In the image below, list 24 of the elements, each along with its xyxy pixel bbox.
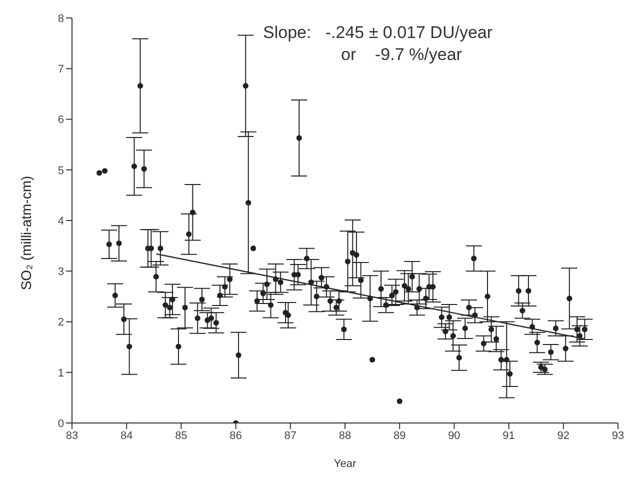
y-tick-label: 5 <box>58 164 64 177</box>
x-axis-title: Year <box>334 458 356 470</box>
x-tick-label: 87 <box>284 430 297 442</box>
y-axis-title: SO₂ (milli-atm-cm) <box>18 176 34 290</box>
y-tick-label: 0 <box>58 418 64 430</box>
x-tick-label: 90 <box>448 430 460 442</box>
annotation: or -9.7 %/year <box>340 44 463 66</box>
x-tick-label: 86 <box>230 430 242 442</box>
y-tick-label: 8 <box>58 12 64 25</box>
y-tick-label: 6 <box>58 114 64 126</box>
x-tick-label: 85 <box>175 430 188 442</box>
annotation: Slope: -.245 ± 0.017 DU/year <box>263 22 493 44</box>
x-tick-label: 88 <box>338 430 352 442</box>
x-tick-label: 84 <box>120 430 133 442</box>
y-tick-label: 3 <box>58 266 64 278</box>
y-tick-label: 4 <box>58 215 64 228</box>
x-tick-label: 89 <box>393 430 406 442</box>
x-tick-label: 92 <box>557 430 570 442</box>
x-tick-label: 91 <box>502 430 515 442</box>
y-tick-label: 1 <box>58 367 64 380</box>
y-tick-label: 2 <box>58 316 64 329</box>
y-tick-label: 7 <box>58 64 64 76</box>
x-tick-label: 93 <box>612 430 624 442</box>
x-tick-label: 83 <box>66 430 78 442</box>
